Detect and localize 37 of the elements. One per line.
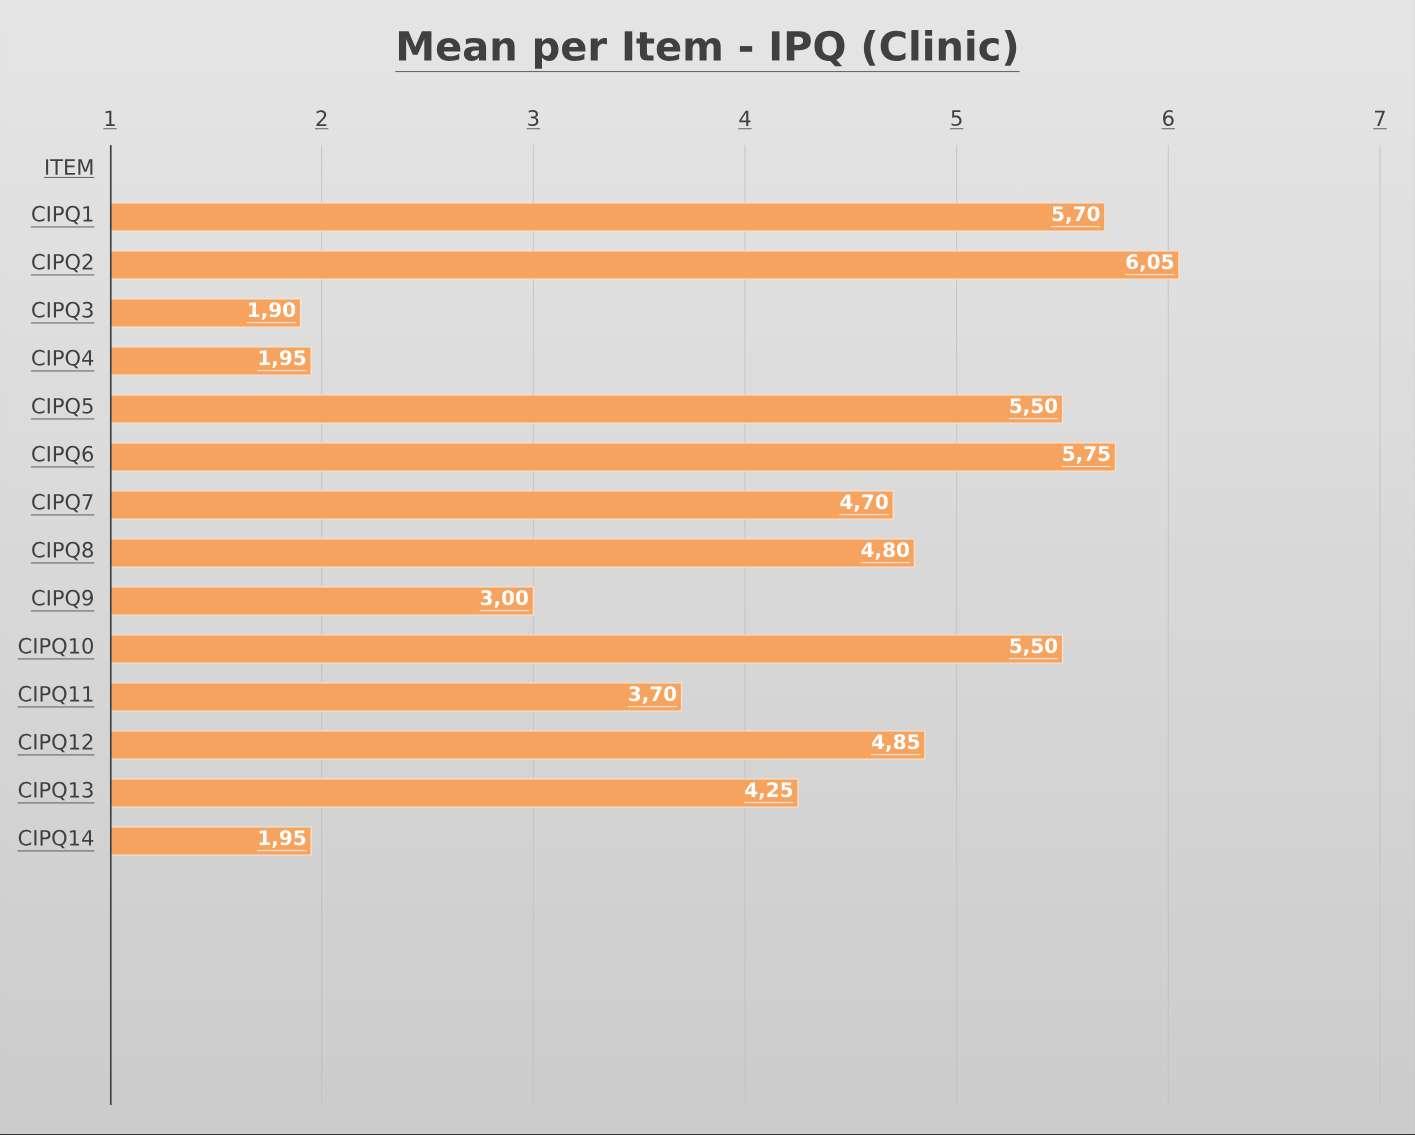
y-tick-label: CIPQ2 (32, 253, 93, 273)
y-tick-label: ITEM (46, 159, 93, 175)
y-tick-label: CIPQ4 (32, 349, 94, 369)
y-tick-label: CIPQ13 (18, 781, 93, 801)
x-tick-label: 2 (316, 110, 327, 126)
y-tick-label: CIPQ3 (32, 301, 93, 321)
x-tick-label: 6 (1163, 110, 1174, 126)
x-tick-label: 4 (739, 110, 751, 126)
data-label: 1,95 (259, 350, 306, 368)
data-label: 1,90 (249, 302, 296, 320)
y-tick-label: CIPQ5 (32, 397, 93, 417)
data-label: 4,70 (840, 494, 888, 512)
y-tick-label: CIPQ1 (32, 205, 93, 225)
data-label: 5,75 (1063, 446, 1110, 464)
chart-title: Mean per Item - IPQ (Clinic) (398, 30, 1017, 69)
y-tick-label: CIPQ14 (18, 829, 94, 849)
y-tick-label: CIPQ11 (18, 685, 93, 705)
data-label: 5,50 (1010, 398, 1058, 416)
data-label: 3,70 (629, 686, 677, 704)
y-tick-label: CIPQ10 (18, 637, 93, 657)
x-tick-label: 3 (528, 110, 539, 126)
x-tick-label: 1 (105, 110, 115, 126)
data-label: 6,05 (1126, 254, 1174, 272)
y-tick-label: CIPQ8 (32, 541, 93, 561)
data-label: 4,25 (745, 782, 793, 800)
data-label: 5,50 (1010, 638, 1058, 656)
y-tick-label: CIPQ7 (32, 493, 93, 513)
y-tick-label: CIPQ9 (32, 589, 93, 609)
data-label: 5,70 (1052, 206, 1100, 224)
y-tick-label: CIPQ6 (32, 445, 94, 465)
data-label: 4,80 (861, 542, 909, 560)
y-tick-label: CIPQ12 (18, 733, 93, 753)
x-tick-label: 7 (1375, 110, 1385, 126)
data-label: 1,95 (259, 830, 306, 848)
x-tick-label: 5 (951, 110, 962, 126)
data-label: 4,85 (872, 734, 920, 752)
data-label: 3,00 (480, 590, 528, 608)
